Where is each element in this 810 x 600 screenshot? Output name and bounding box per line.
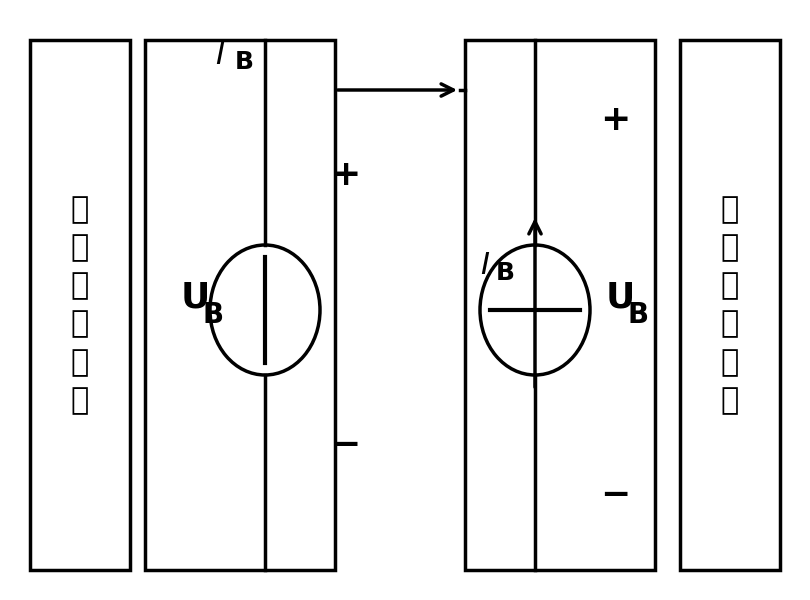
Text: B: B [235,50,254,74]
Text: 直
流
系
统
网
络: 直 流 系 统 网 络 [71,195,89,415]
Text: 交
流
系
统
网
络: 交 流 系 统 网 络 [721,195,739,415]
Bar [145,40,335,570]
Text: +: + [330,158,360,192]
Bar [465,40,655,570]
Text: $\mathit{I}$: $\mathit{I}$ [480,251,490,280]
Text: −: − [600,478,630,512]
Text: −: − [330,428,360,462]
Text: U: U [181,280,210,314]
Text: +: + [600,103,630,137]
Text: U: U [605,280,635,314]
Bar [680,40,780,570]
Text: B: B [202,301,224,329]
Text: B: B [496,261,515,285]
Text: B: B [628,301,649,329]
Bar [30,40,130,570]
Text: $\mathit{I}$: $\mathit{I}$ [215,40,225,70]
